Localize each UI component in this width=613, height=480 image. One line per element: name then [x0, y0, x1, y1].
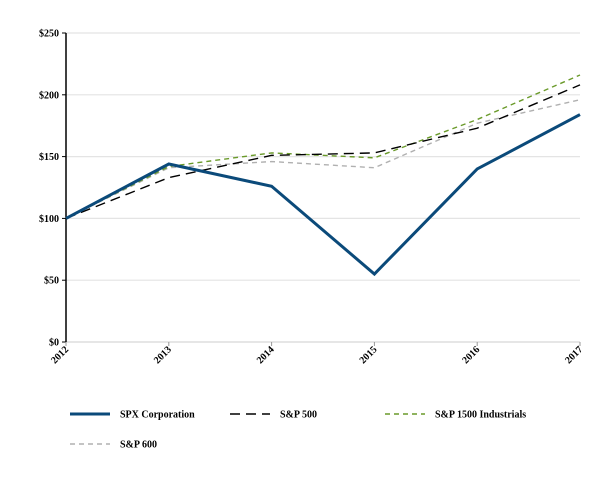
series-line-spx-corporation [65, 113, 581, 277]
y-axis-ticks: $0 $50 $100 $150 $200 $250 [39, 29, 66, 349]
series-line-s-p-1500-industrials [65, 74, 581, 220]
y-tick-label: $250 [39, 29, 59, 40]
x-tick-label: 2017 [563, 344, 585, 366]
y-tick-label: $200 [39, 90, 59, 101]
legend-item: S&P 600 [70, 440, 157, 451]
x-tick-label: 2015 [358, 344, 380, 366]
legend-item: SPX Corporation [70, 410, 195, 421]
y-tick-label: $50 [44, 276, 59, 287]
y-tick-label: $150 [39, 152, 59, 163]
x-tick-label: 2016 [460, 344, 482, 366]
legend-item: S&P 500 [230, 410, 317, 421]
series-line-s-p-500 [65, 84, 581, 220]
series-lines [65, 74, 581, 277]
legend: SPX Corporation S&P 500 S&P 1500 Industria… [70, 410, 526, 451]
legend-item: S&P 1500 Industrials [385, 410, 526, 421]
legend-label: S&P 600 [120, 440, 157, 451]
y-tick-label: $100 [39, 214, 59, 225]
y-tick-label: $0 [49, 338, 59, 349]
x-axis-ticks: 2012 2013 2014 2015 2016 2017 [49, 342, 585, 366]
legend-label: S&P 1500 Industrials [435, 410, 526, 421]
series-line-s-p-600 [65, 99, 581, 220]
gridlines [66, 32, 580, 343]
legend-label: SPX Corporation [120, 410, 195, 421]
x-tick-label: 2014 [255, 344, 277, 366]
x-tick-label: 2013 [152, 344, 174, 366]
legend-label: S&P 500 [280, 410, 317, 421]
